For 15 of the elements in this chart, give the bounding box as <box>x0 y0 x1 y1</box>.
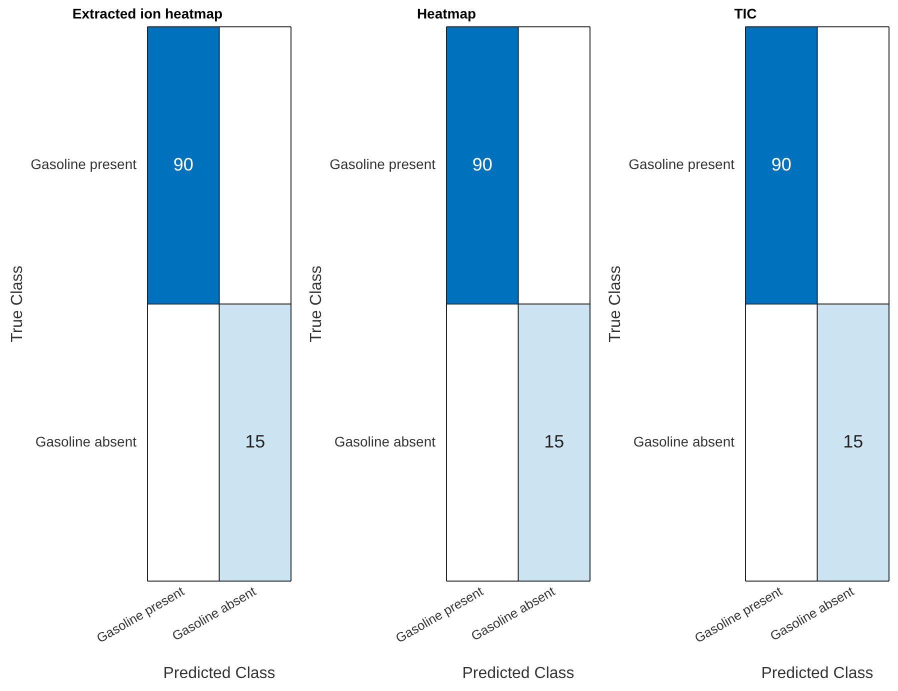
y-axis-title: True Class <box>9 266 26 342</box>
chart-title: Heatmap <box>416 5 476 22</box>
data-label: 15 <box>245 432 266 452</box>
data-label: 90 <box>472 154 492 174</box>
chart-title: TIC <box>734 5 757 22</box>
data-label: 15 <box>843 432 864 452</box>
data-label: 90 <box>173 154 194 174</box>
x-axis-title: Predicted Class <box>761 664 874 682</box>
data-label: 15 <box>544 432 564 452</box>
y-axis-title: True Class <box>607 266 624 342</box>
data-label: 90 <box>771 154 792 174</box>
x-axis-title: Predicted Class <box>462 664 574 682</box>
y-axis-title: True Class <box>308 266 326 342</box>
x-axis-title: Predicted Class <box>163 664 276 682</box>
chart-title: Extracted ion heatmap <box>72 5 223 22</box>
